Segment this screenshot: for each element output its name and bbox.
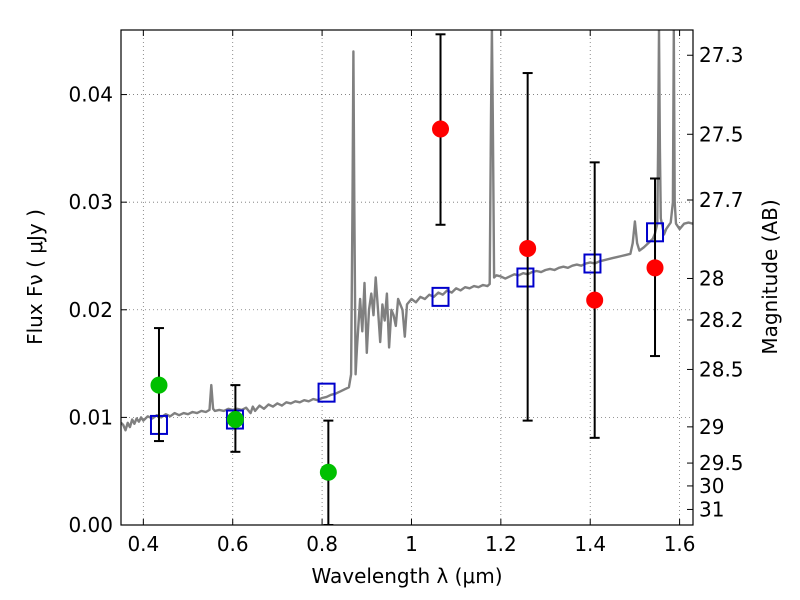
x-tick-label: 1.6 [664, 532, 696, 556]
x-tick-label: 1.2 [485, 532, 517, 556]
x-axis-label: Wavelength λ (μm) [311, 564, 502, 588]
x-tick-label: 0.4 [127, 532, 159, 556]
y-axis-right-label: Magnitude (AB) [758, 199, 782, 354]
right-tick-label: 27.7 [699, 188, 744, 212]
plot-frame [120, 29, 694, 526]
x-tick-label: 1 [405, 532, 418, 556]
x-tick-label: 0.8 [306, 532, 338, 556]
right-tick-label: 31 [699, 497, 724, 521]
y-tick-label: 0.02 [68, 298, 113, 322]
data-point [519, 239, 537, 257]
y-axis-label: Flux Fν ( μJy ) [23, 209, 47, 345]
model-square-marker [317, 382, 336, 403]
right-tick-label: 29 [699, 415, 724, 439]
y-tick-label: 0.04 [68, 83, 113, 107]
right-tick-label: 28.5 [699, 357, 744, 381]
right-tick-label: 29.5 [699, 451, 744, 475]
right-tick-label: 27.5 [699, 122, 744, 146]
right-tick-label: 28 [699, 266, 724, 290]
x-tick-label: 0.6 [217, 532, 249, 556]
data-point [226, 411, 244, 429]
ticks: 0.4 0.6 0.8 1 1.2 1.4 1.6 0.00 0.01 0.02 0.03 0.04 2… [68, 30, 744, 556]
right-tick-label: 28.2 [699, 308, 744, 332]
y-tick-label: 0.00 [68, 513, 113, 537]
data-point [319, 463, 337, 481]
y-tick-label: 0.01 [68, 405, 113, 429]
plot-area [121, 30, 693, 525]
data-point [646, 259, 664, 277]
data-point [586, 291, 604, 309]
right-tick-label: 27.3 [699, 43, 744, 67]
model-square-marker [516, 267, 535, 288]
model-square-marker [583, 253, 602, 274]
y-tick-label: 0.03 [68, 190, 113, 214]
model-square-marker [431, 286, 450, 307]
spectrum-line [121, 30, 693, 432]
right-tick-label: 30 [699, 474, 724, 498]
data-point [432, 120, 450, 138]
grid [121, 30, 693, 526]
data-point [150, 376, 168, 394]
x-tick-label: 1.4 [574, 532, 606, 556]
